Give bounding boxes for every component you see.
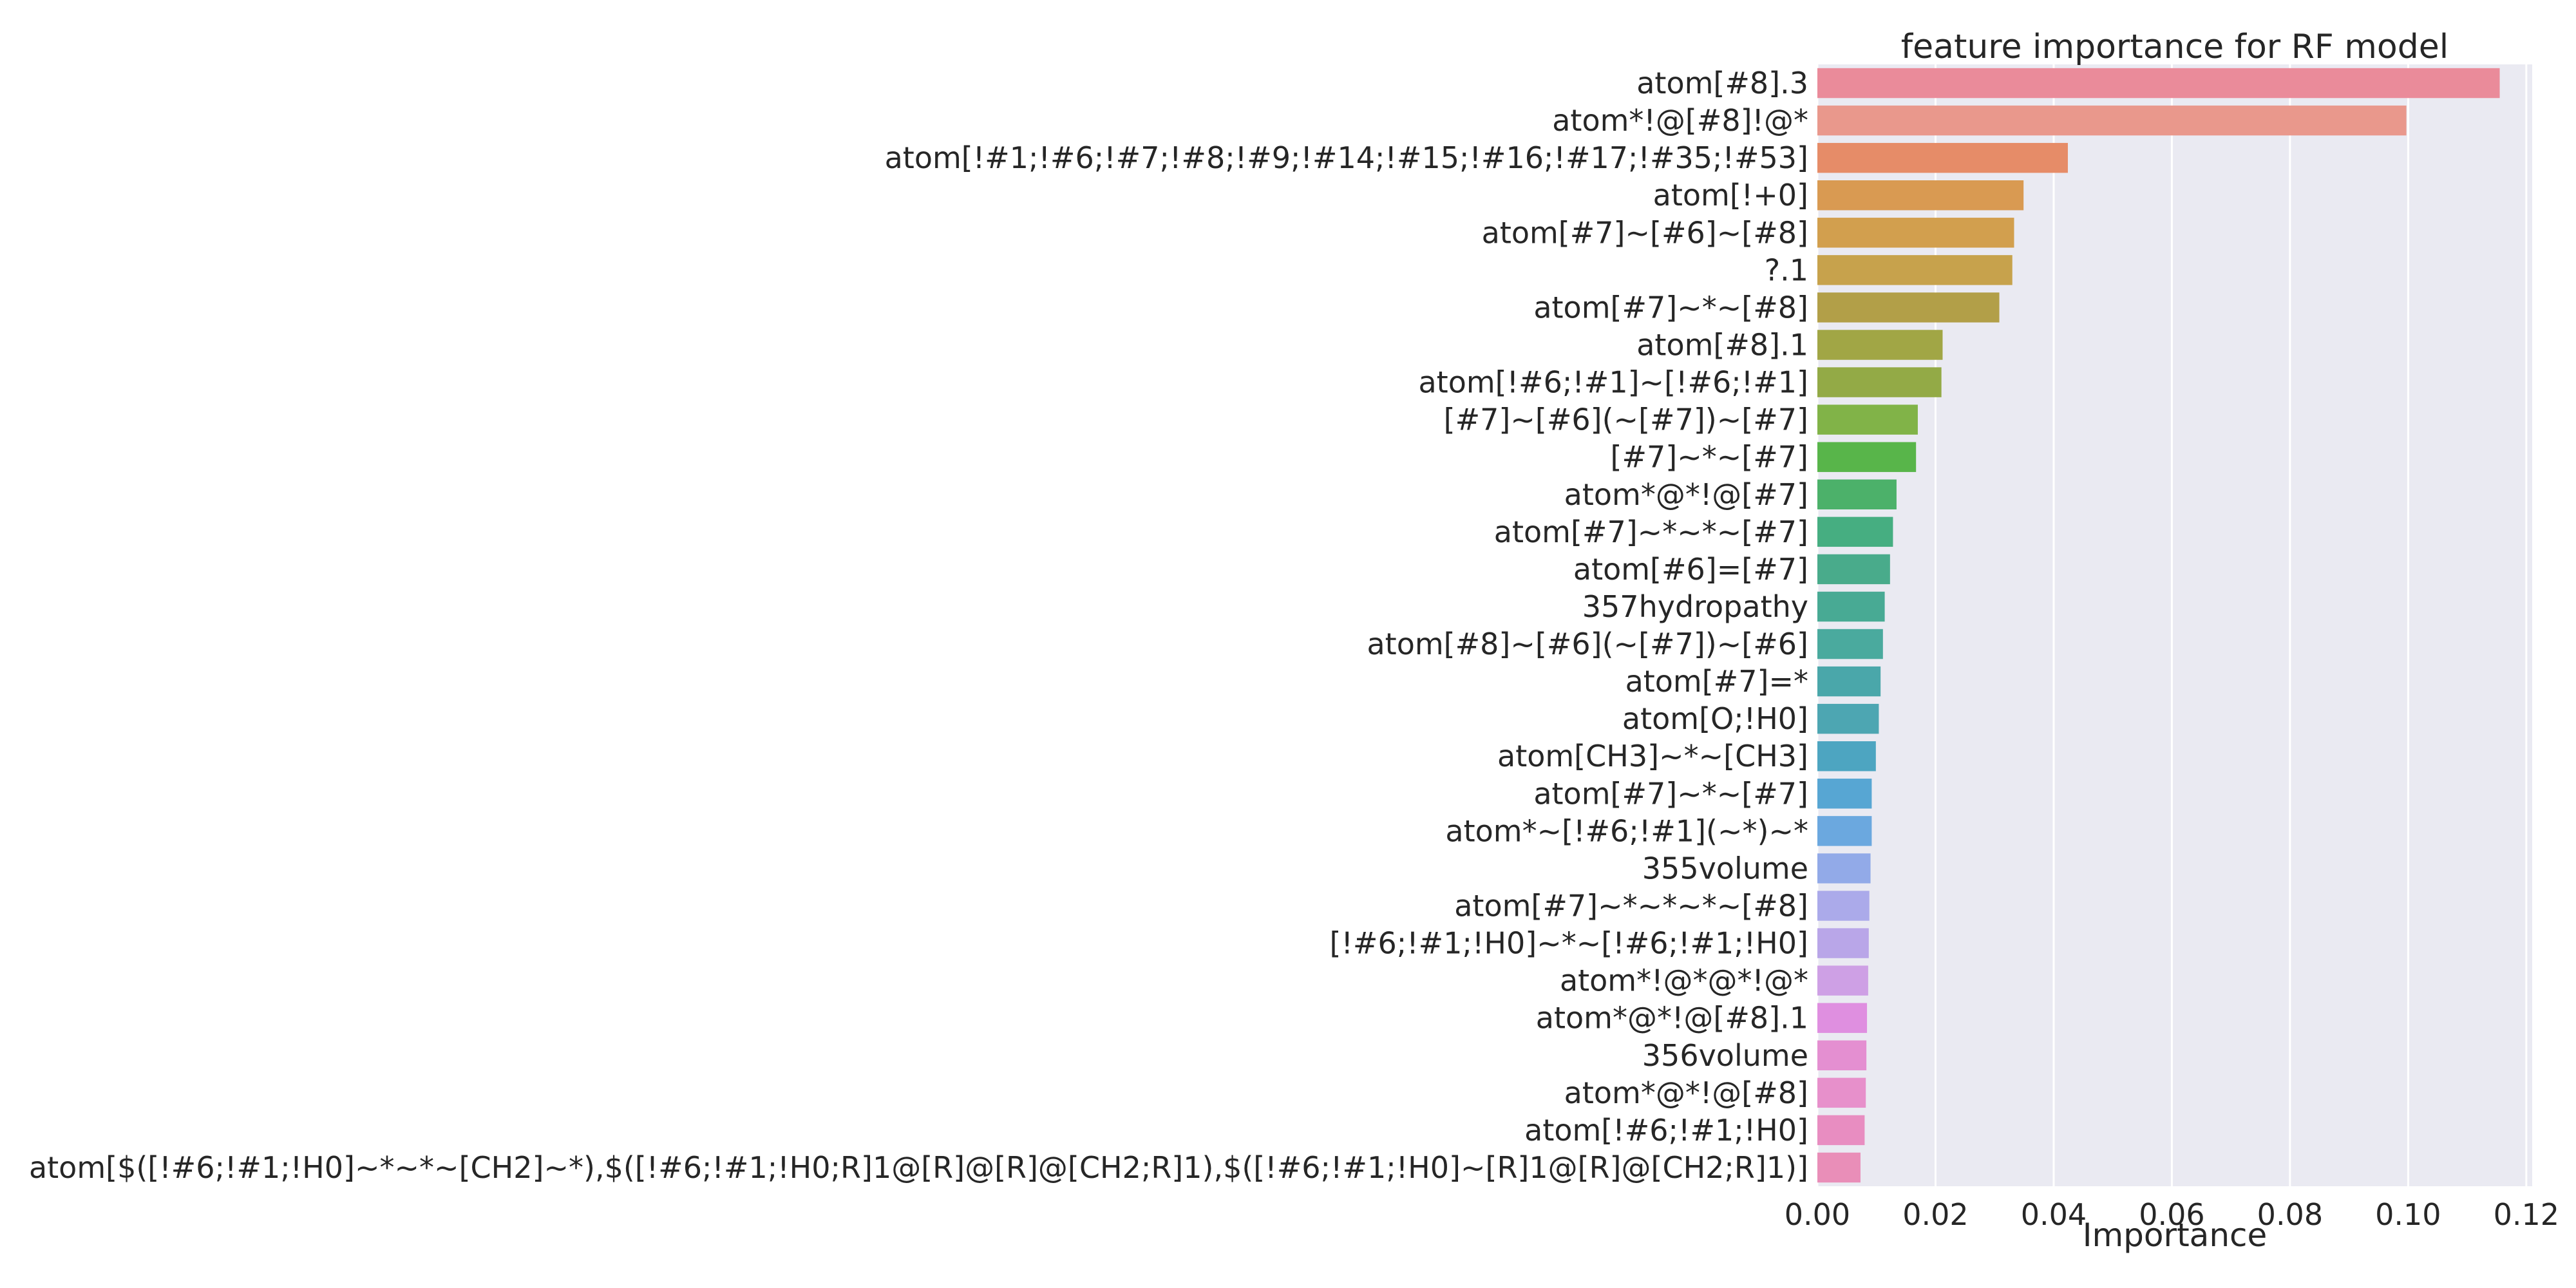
bar [1817, 442, 1917, 472]
category-label: atom*!@[#8]!@* [1552, 103, 1808, 138]
category-label: [!#6;!#1;!H0]~*~[!#6;!#1;!H0] [1330, 926, 1808, 961]
category-label: atom*!@*@*!@* [1560, 963, 1808, 998]
bar [1817, 330, 1943, 360]
bar [1817, 741, 1876, 772]
bar [1817, 629, 1883, 659]
x-tick-label: 0.02 [1902, 1197, 1968, 1232]
bar [1817, 779, 1872, 809]
bar [1817, 928, 1869, 958]
category-label: [#7]~[#6](~[#7])~[#7] [1444, 402, 1808, 437]
category-label: atom[#8].1 [1636, 328, 1808, 363]
bar [1817, 965, 1868, 996]
category-label: 356volume [1642, 1038, 1808, 1073]
category-label: atom[#6]=[#7] [1573, 552, 1808, 587]
bar [1817, 516, 1893, 547]
bar [1817, 1077, 1866, 1108]
bar [1817, 853, 1871, 884]
bar [1817, 479, 1897, 509]
category-label: atom[O;!H0] [1622, 701, 1808, 736]
bar [1817, 218, 2014, 248]
category-label: atom[CH3]~*~[CH3] [1497, 739, 1808, 773]
category-label: atom[#7]~*~[#8] [1533, 290, 1808, 325]
x-tick-label: 0.04 [2021, 1197, 2087, 1232]
category-label: atom[#7]~*~[#7] [1533, 776, 1808, 811]
bar [1817, 404, 1918, 435]
x-tick-label: 0.08 [2257, 1197, 2323, 1232]
bar [1817, 666, 1881, 697]
bar [1817, 1152, 1861, 1183]
category-label: atom[!#1;!#6;!#7;!#8;!#9;!#14;!#15;!#16;… [885, 140, 1808, 175]
bar [1817, 180, 2024, 211]
bar [1817, 891, 1870, 921]
bar [1817, 255, 2012, 285]
category-label: atom*~[!#6;!#1](~*)~* [1445, 813, 1808, 848]
category-label: atom*@*!@[#8].1 [1536, 1001, 1808, 1036]
category-label: atom[#7]~*~*~[#7] [1494, 515, 1808, 549]
x-tick-label: 0.00 [1785, 1197, 1850, 1232]
category-label: atom[!+0] [1653, 178, 1808, 213]
category-label: 355volume [1642, 851, 1808, 886]
category-label: atom[#7]~[#6]~[#8] [1482, 215, 1808, 250]
bar [1817, 703, 1879, 734]
x-tick-label: 0.12 [2494, 1197, 2559, 1232]
bar [1817, 292, 2000, 323]
category-label: atom*@*!@[#8] [1564, 1075, 1808, 1110]
category-label: atom[!#6;!#1;!H0] [1524, 1113, 1808, 1148]
plot-background [1817, 64, 2532, 1186]
bar [1817, 816, 1872, 846]
category-label: atom[#7]~*~*~*~[#8] [1454, 889, 1808, 923]
x-tick-label: 0.06 [2139, 1197, 2204, 1232]
category-label: atom[#8].3 [1636, 66, 1808, 100]
category-label: 357hydropathy [1582, 589, 1808, 624]
category-label: atom*@*!@[#7] [1564, 477, 1808, 512]
bar [1817, 367, 1942, 397]
bar [1817, 591, 1885, 622]
category-label: atom[#8]~[#6](~[#7])~[#6] [1367, 627, 1808, 661]
x-axis-title: Importance [2083, 1217, 2268, 1254]
bar [1817, 105, 2407, 136]
category-label: atom[$([!#6;!#1;!H0]~*~*~[CH2]~*),$([!#6… [29, 1150, 1808, 1185]
bar [1817, 1040, 1867, 1070]
bar [1817, 1003, 1868, 1033]
bar [1817, 1115, 1865, 1146]
x-tick-label: 0.10 [2375, 1197, 2441, 1232]
chart-title: feature importance for RF model [1901, 28, 2448, 66]
category-label: atom[#7]=* [1625, 664, 1808, 699]
bar [1817, 142, 2068, 173]
bar [1817, 68, 2500, 99]
category-label: ?.1 [1765, 252, 1808, 287]
category-label: [#7]~*~[#7] [1611, 440, 1809, 475]
bar [1817, 554, 1890, 585]
category-label: atom[!#6;!#1]~[!#6;!#1] [1418, 365, 1808, 400]
